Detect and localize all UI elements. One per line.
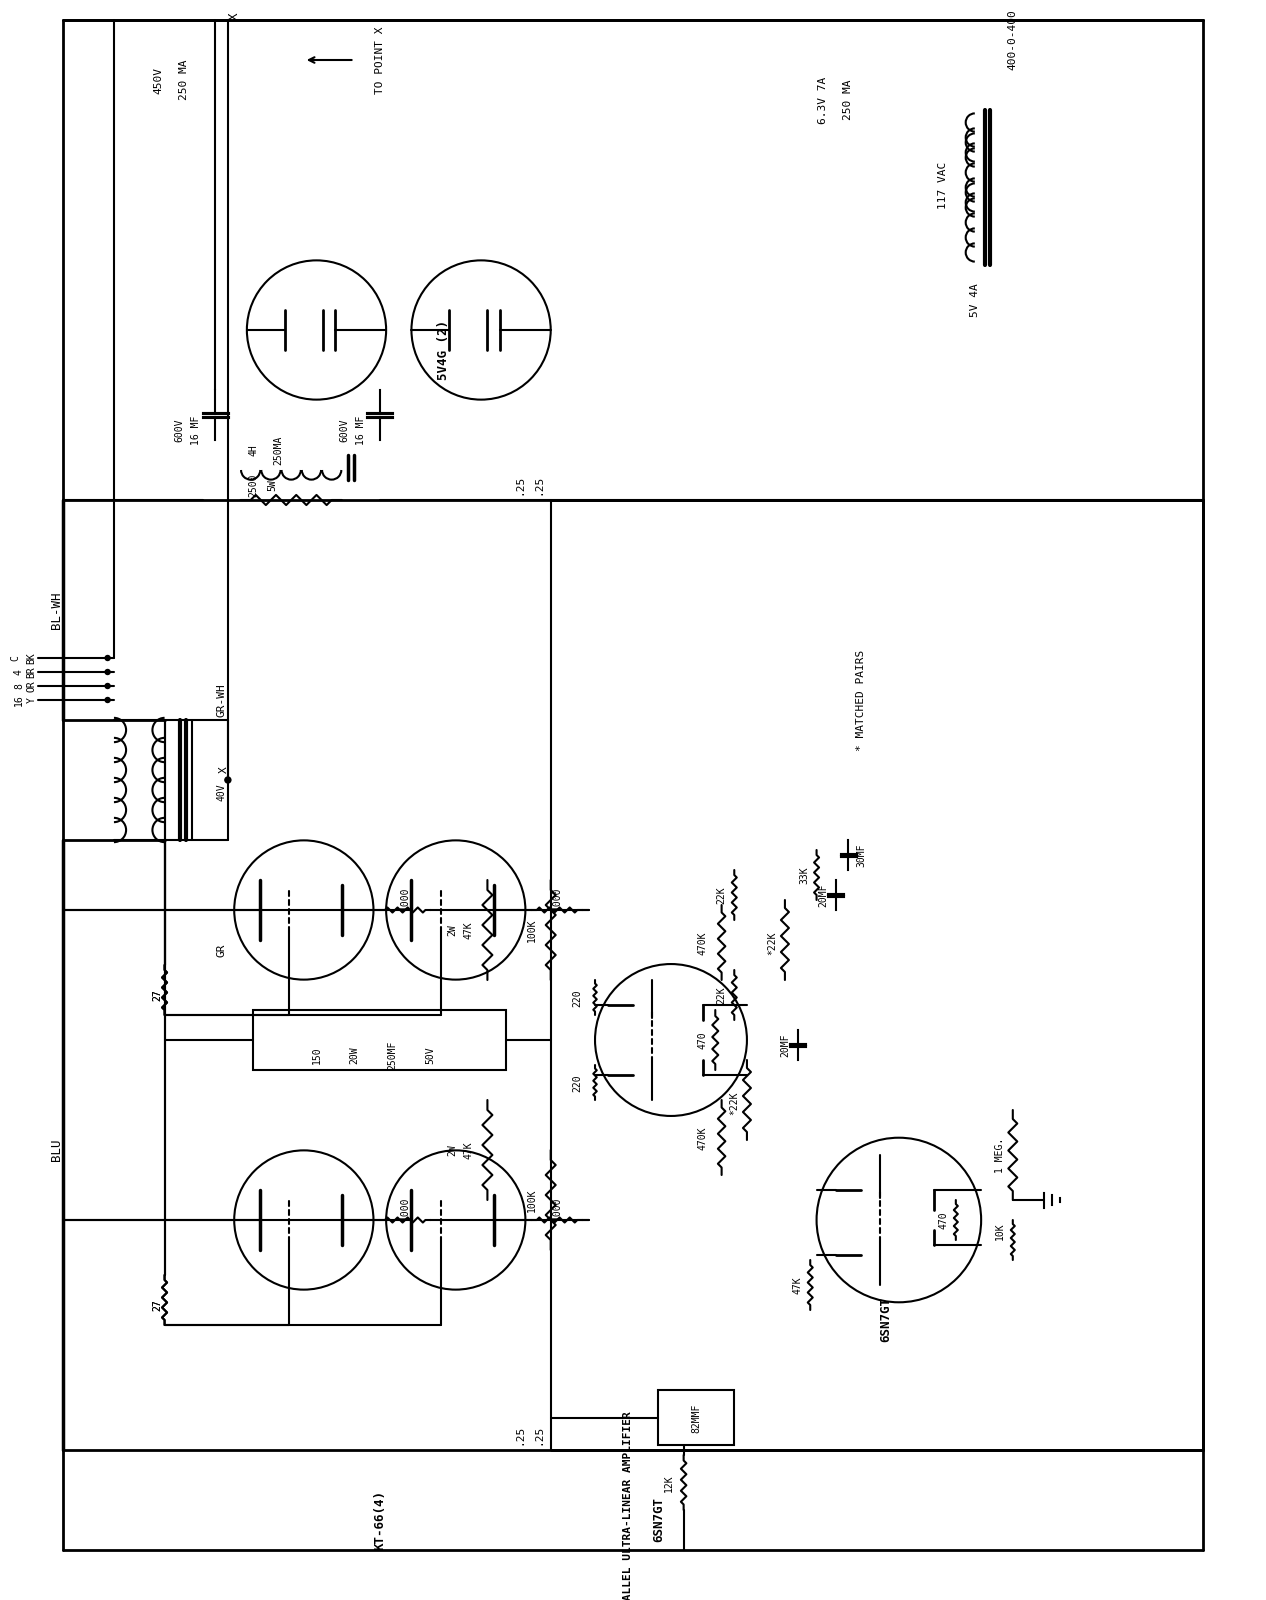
Circle shape — [105, 698, 110, 702]
Text: 1000: 1000 — [552, 1197, 562, 1219]
Text: .25: .25 — [533, 475, 543, 494]
Text: 250 MA: 250 MA — [843, 80, 853, 120]
Text: 47K: 47K — [463, 1141, 473, 1158]
Text: .25: .25 — [514, 475, 524, 494]
Text: 30MF: 30MF — [856, 843, 866, 867]
Text: 20MF: 20MF — [818, 883, 828, 907]
Circle shape — [105, 683, 110, 688]
Text: TO POINT X: TO POINT X — [375, 26, 385, 94]
Text: 117 VAC: 117 VAC — [938, 162, 948, 208]
Text: *22K: *22K — [729, 1091, 739, 1115]
Text: BL-WH: BL-WH — [51, 592, 63, 629]
Text: 40V: 40V — [216, 782, 227, 802]
Text: 450V: 450V — [153, 67, 163, 93]
Text: 27: 27 — [152, 1299, 162, 1310]
Text: .25: .25 — [533, 1424, 543, 1445]
Text: BLU: BLU — [51, 1139, 63, 1162]
Text: 600V: 600V — [339, 418, 349, 442]
Text: 1000: 1000 — [552, 886, 562, 910]
Text: 6SN7GT: 6SN7GT — [880, 1298, 893, 1342]
Text: 2500: 2500 — [248, 474, 258, 496]
Text: 16: 16 — [14, 694, 24, 706]
Circle shape — [105, 656, 110, 661]
Text: 1 MEG.: 1 MEG. — [995, 1138, 1005, 1173]
Text: 6.3V 7A: 6.3V 7A — [818, 77, 828, 123]
Text: 100K: 100K — [527, 1189, 537, 1211]
Text: KT-66(4): KT-66(4) — [373, 1490, 386, 1550]
Text: 16 MF: 16 MF — [191, 416, 201, 445]
Text: 470K: 470K — [698, 1126, 708, 1150]
Text: 250MF: 250MF — [387, 1040, 398, 1070]
Text: 1000: 1000 — [400, 1197, 410, 1219]
Text: 22K: 22K — [717, 986, 727, 1003]
Text: 8: 8 — [14, 683, 24, 690]
Text: 4H: 4H — [248, 445, 258, 456]
Circle shape — [105, 669, 110, 675]
Text: 470: 470 — [698, 1030, 708, 1050]
Text: 82MMF: 82MMF — [691, 1403, 701, 1432]
Text: *22K: *22K — [767, 931, 777, 955]
Text: 400-0-400: 400-0-400 — [1008, 10, 1018, 70]
Text: 250MA: 250MA — [273, 435, 284, 464]
Text: 220: 220 — [572, 1074, 582, 1091]
Text: Y: Y — [27, 698, 37, 702]
Text: GR-WH: GR-WH — [216, 683, 227, 717]
Text: GR: GR — [216, 944, 227, 957]
Text: BR: BR — [27, 666, 37, 678]
Text: 5W: 5W — [267, 478, 277, 491]
Text: 47K: 47K — [463, 922, 473, 939]
Text: 100K: 100K — [527, 918, 537, 942]
Text: .25: .25 — [514, 1424, 524, 1445]
Text: 6SN7GT: 6SN7GT — [652, 1498, 665, 1542]
Text: X: X — [228, 13, 241, 19]
Circle shape — [225, 778, 230, 782]
Text: 16 MF: 16 MF — [356, 416, 366, 445]
Text: 470K: 470K — [698, 931, 708, 955]
Text: 470: 470 — [938, 1211, 948, 1229]
Text: 5V4G (2): 5V4G (2) — [437, 320, 449, 379]
Text: 600V: 600V — [175, 418, 185, 442]
Text: 12K: 12K — [663, 1474, 674, 1491]
Text: 1000: 1000 — [400, 886, 410, 910]
Text: 2W: 2W — [447, 925, 457, 936]
Text: OR: OR — [27, 680, 37, 691]
Text: * MATCHED PAIRS: * MATCHED PAIRS — [856, 650, 866, 750]
Text: X: X — [219, 766, 229, 773]
Text: 4: 4 — [14, 669, 24, 675]
Text: 27: 27 — [152, 989, 162, 1002]
Text: BK: BK — [27, 653, 37, 664]
Text: 22K: 22K — [717, 886, 727, 904]
Text: 50V: 50V — [425, 1046, 436, 1064]
Text: 27: 27 — [152, 989, 162, 1002]
Text: 150: 150 — [311, 1046, 322, 1064]
Text: 47K: 47K — [793, 1277, 803, 1294]
Text: 2W: 2W — [447, 1144, 457, 1155]
Text: C: C — [10, 654, 20, 661]
Bar — [658, 1390, 734, 1445]
Text: 220: 220 — [572, 989, 582, 1006]
Text: 10K: 10K — [995, 1222, 1005, 1240]
Text: 5V 4A: 5V 4A — [970, 283, 980, 317]
Text: 33K: 33K — [799, 866, 809, 883]
Text: 20W: 20W — [349, 1046, 360, 1064]
Bar — [253, 1010, 506, 1070]
Text: 20MF: 20MF — [780, 1034, 790, 1056]
Text: PUSH PULL PARALLEL ULTRA-LINEAR AMPLIFIER: PUSH PULL PARALLEL ULTRA-LINEAR AMPLIFIE… — [623, 1411, 633, 1600]
Text: 250 MA: 250 MA — [179, 59, 189, 101]
Text: 27: 27 — [152, 1299, 162, 1310]
